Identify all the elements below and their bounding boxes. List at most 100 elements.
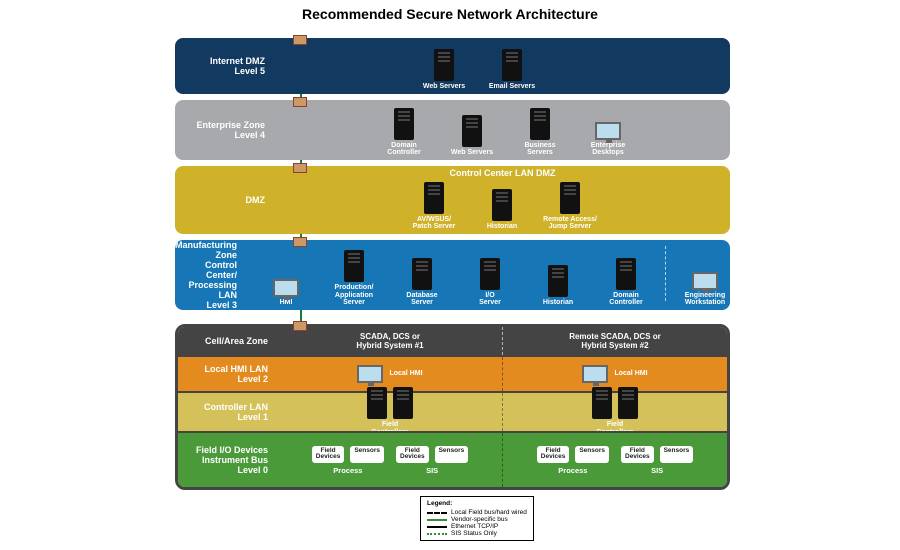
legend-label: Ethernet TCP/IP [451, 523, 498, 530]
server-icon [530, 108, 550, 140]
field-pill: Sensors [435, 446, 469, 463]
controller-pair [367, 387, 413, 419]
device: BusinessServers [511, 108, 569, 157]
zone-layer: Internet DMZLevel 5Web ServersEmail Serv… [175, 38, 730, 94]
field-group: FieldDevices Sensors SIS [621, 446, 693, 475]
server-icon [560, 182, 580, 214]
device: Historian [529, 265, 587, 307]
zone-layer: ManufacturingZoneControl Center/Processi… [175, 240, 730, 310]
inner-zone-row: Controller LANLevel 1FieldControllersFie… [178, 391, 727, 431]
legend-row: Ethernet TCP/IP [427, 523, 527, 530]
field-pill: FieldDevices [396, 446, 429, 463]
zone-body: DomainController Web Servers BusinessServe… [275, 100, 730, 160]
right-half: Local HMI [503, 365, 727, 383]
legend: Legend: Local Field bus/hard wiredVendor-… [420, 496, 534, 541]
server-icon [502, 49, 522, 81]
device: DomainController [597, 258, 655, 307]
legend-swatch [427, 519, 447, 521]
legend-swatch [427, 533, 447, 535]
field-group: FieldDevices Sensors Process [537, 446, 609, 475]
device-label: Historian [487, 221, 517, 231]
device: FieldControllers [361, 387, 419, 436]
left-half: FieldDevicesSensorsProcessFieldDevicesSe… [278, 446, 502, 475]
server-icon [367, 387, 387, 419]
server-icon [480, 258, 500, 290]
cell-area-label: Cell/Area Zone [178, 336, 278, 346]
legend-row: Local Field bus/hard wired [427, 509, 527, 516]
legend-swatch [427, 526, 447, 528]
pill-pair: FieldDevices Sensors [621, 446, 693, 463]
diagram-stage: Internet DMZLevel 5Web ServersEmail Serv… [175, 0, 730, 550]
field-pill: FieldDevices [621, 446, 654, 463]
server-icon [592, 387, 612, 419]
server-icon [412, 258, 432, 290]
cell-area-header: Cell/Area ZoneSCADA, DCS orHybrid System… [178, 327, 727, 355]
zone-label: DMZ [175, 195, 275, 205]
system-2-label: Remote SCADA, DCS orHybrid System #2 [503, 332, 727, 350]
device: I/OServer [461, 258, 519, 307]
server-icon [424, 182, 444, 214]
firewall-icon [293, 163, 307, 173]
device-label: DomainController [387, 140, 420, 157]
divider [665, 246, 666, 301]
legend-row: Vendor-specific bus [427, 516, 527, 523]
server-icon [393, 387, 413, 419]
device: Local HMI [582, 365, 647, 383]
zone-body: Control Center LAN DMZAV/WSUS/Patch Serv… [275, 166, 730, 234]
device: AV/WSUS/Patch Server [405, 182, 463, 231]
field-pill: FieldDevices [312, 446, 345, 463]
field-pill: Sensors [575, 446, 609, 463]
firewall-icon [293, 97, 307, 107]
device-label: I/OServer [479, 290, 501, 307]
pill-pair: FieldDevicesSensors [312, 446, 384, 463]
group-heading: SIS [651, 466, 663, 475]
cell-area-container: Cell/Area ZoneSCADA, DCS orHybrid System… [175, 324, 730, 490]
pill-pair: FieldDevices Sensors [537, 446, 609, 463]
field-pill: Sensors [660, 446, 694, 463]
inner-zone-label: Local HMI LANLevel 2 [178, 364, 278, 384]
right-half: FieldDevices Sensors Process FieldDevices Se… [503, 446, 727, 475]
group-heading: SIS [426, 466, 438, 475]
server-icon [434, 49, 454, 81]
device-label: AV/WSUS/Patch Server [413, 214, 456, 231]
zone-layer: DMZControl Center LAN DMZAV/WSUS/Patch S… [175, 166, 730, 234]
group-heading: Process [558, 466, 587, 475]
server-icon [548, 265, 568, 297]
device-label: DomainController [609, 290, 642, 307]
zone-body: Web ServersEmail Servers [275, 38, 730, 94]
device: Web Servers [443, 115, 501, 157]
field-group: FieldDevices Sensors SIS [396, 446, 468, 475]
server-icon [394, 108, 414, 140]
legend-swatch [427, 512, 447, 514]
device: DomainController [375, 108, 433, 157]
device-label: BusinessServers [524, 140, 555, 157]
zone-label: Internet DMZLevel 5 [175, 56, 275, 76]
group-heading: Process [333, 466, 362, 475]
legend-row: SIS Status Only [427, 530, 527, 537]
legend-label: Vendor-specific bus [451, 516, 508, 523]
server-icon [618, 387, 638, 419]
left-half: Local HMI [278, 365, 502, 383]
device-label: Historian [543, 297, 573, 307]
server-icon [616, 258, 636, 290]
device: EngineeringWorkstation [676, 272, 734, 307]
device: Email Servers [483, 49, 541, 91]
inner-zone-label: Field I/O DevicesInstrument BusLevel 0 [178, 445, 278, 475]
field-group: FieldDevicesSensors Process [312, 446, 384, 475]
device: Remote Access/Jump Server [541, 182, 599, 231]
device-label: Local HMI [614, 370, 647, 378]
left-half: FieldControllers [278, 387, 502, 436]
field-pill: FieldDevices [537, 446, 570, 463]
right-half: FieldControllers [503, 387, 727, 436]
firewall-icon [293, 237, 307, 247]
zone-label: Enterprise ZoneLevel 4 [175, 120, 275, 140]
device: Production/ApplicationServer [325, 250, 383, 307]
legend-title: Legend: [427, 500, 527, 507]
monitor-icon [595, 122, 621, 140]
monitor-icon [357, 365, 383, 383]
firewall-icon [293, 321, 307, 331]
inner-zone-row: Local HMI LANLevel 2Local HMILocal HMI [178, 355, 727, 391]
monitor-icon [273, 279, 299, 297]
system-1-label: SCADA, DCS orHybrid System #1 [278, 332, 502, 350]
legend-label: Local Field bus/hard wired [451, 509, 527, 516]
